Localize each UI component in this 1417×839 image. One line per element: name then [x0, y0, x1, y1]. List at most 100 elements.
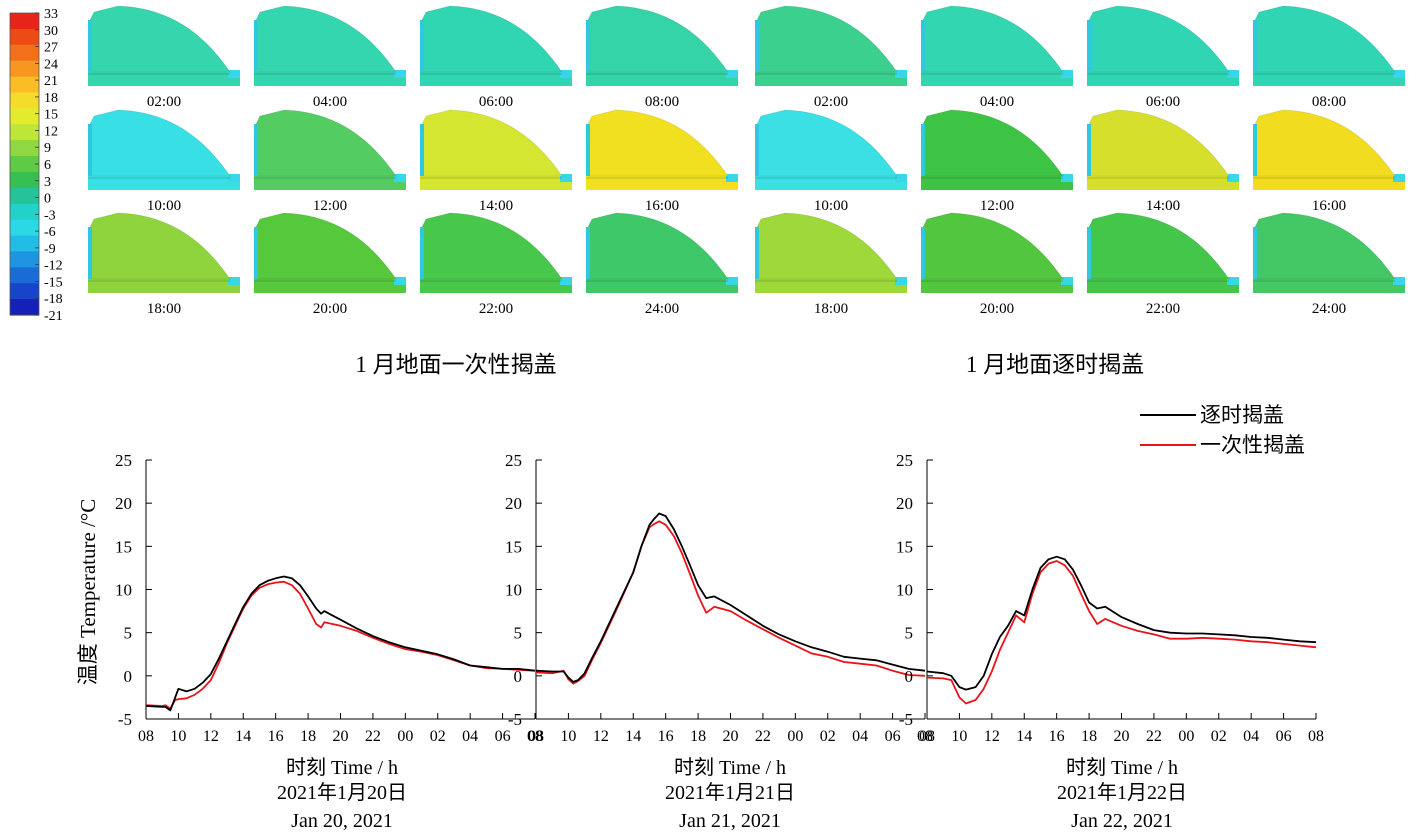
wall-edge	[921, 227, 925, 279]
colorbar-swatch	[10, 60, 39, 78]
snapshot-panel: 14:00	[419, 109, 572, 214]
y-tick-label: 20	[896, 494, 913, 513]
side-edge	[1393, 70, 1405, 78]
x-tick-label: 22	[755, 728, 771, 745]
snapshot-time-label: 22:00	[1146, 301, 1180, 317]
x-tick-label: 02	[430, 728, 446, 745]
ground-strip	[88, 174, 240, 190]
snapshot-time-label: 18:00	[147, 301, 181, 317]
x-tick-label: 02	[820, 728, 836, 745]
snapshot-panel: 14:00	[1086, 109, 1239, 214]
ground-strip	[586, 174, 738, 190]
side-edge	[726, 174, 738, 182]
greenhouse-section	[754, 5, 898, 73]
ground-strip	[88, 70, 240, 86]
colorbar-swatch	[10, 203, 39, 221]
x-tick-label: 08	[919, 728, 935, 745]
side-edge	[228, 174, 240, 182]
ground-strip	[1087, 174, 1239, 190]
snapshot-panel: 20:00	[253, 212, 406, 317]
x-tick-label: 12	[203, 728, 219, 745]
ground-strip	[88, 277, 240, 293]
colorbar-tick-label: 18	[44, 91, 58, 106]
greenhouse-section	[1086, 212, 1230, 280]
ground-strip	[254, 174, 406, 190]
x-tick-label: 06	[495, 728, 511, 745]
x-tick-label: 08	[527, 728, 543, 745]
snapshot-panel: 22:00	[1086, 212, 1239, 317]
greenhouse-section	[87, 212, 231, 280]
greenhouse-section	[754, 109, 898, 177]
x-tick-label: 10	[560, 728, 576, 745]
date-en-0: Jan 20, 2021	[291, 810, 393, 832]
wall-edge	[88, 124, 92, 176]
y-tick-label: 25	[505, 451, 522, 470]
colorbar-swatch	[10, 92, 39, 109]
side-edge	[726, 277, 738, 285]
x-tick-label: 00	[787, 728, 803, 745]
wall-edge	[254, 227, 258, 279]
greenhouse-section	[1086, 5, 1230, 73]
colorbar-tick-label: 30	[44, 24, 58, 39]
side-edge	[895, 277, 907, 285]
snapshot-time-label: 06:00	[1146, 94, 1180, 110]
ground-strip	[921, 174, 1073, 190]
snapshot-time-label: 06:00	[479, 94, 513, 110]
wall-edge	[1087, 227, 1091, 279]
greenhouse-section	[1252, 109, 1396, 177]
colorbar-tick-label: -9	[44, 242, 56, 257]
ground-strip	[1087, 70, 1239, 86]
x-tick-label: 08	[917, 728, 933, 745]
ground-strip	[420, 277, 572, 293]
ground-strip	[755, 174, 907, 190]
greenhouse-section	[585, 212, 729, 280]
snapshot-panel: 24:00	[585, 212, 738, 317]
side-edge	[228, 277, 240, 285]
wall-edge	[586, 227, 590, 279]
colorbar-swatch	[10, 187, 39, 205]
snapshot-panel: 04:00	[920, 5, 1073, 110]
chart-panel: -5 0 5 10 15 20 25 08 10 12 14 16 18 20 22 00 02 04 06 08	[896, 451, 1324, 745]
snapshot-panel: 18:00	[87, 212, 240, 317]
greenhouse-section	[253, 212, 397, 280]
colorbar-tick-label: -6	[44, 225, 56, 240]
ground-strip	[254, 277, 406, 293]
y-tick-label: 25	[896, 451, 913, 470]
snapshot-time-label: 16:00	[1312, 198, 1346, 214]
greenhouse-section	[1252, 5, 1396, 73]
colorbar-tick-label: -3	[44, 208, 56, 223]
snapshot-time-label: 14:00	[1146, 198, 1180, 214]
colorbar-swatch	[10, 44, 39, 62]
y-tick-label: -5	[118, 710, 132, 729]
snapshot-panel: 16:00	[1252, 109, 1405, 214]
snapshot-panel: 10:00	[754, 109, 907, 214]
snapshot-time-label: 20:00	[313, 301, 347, 317]
wall-edge	[921, 20, 925, 72]
x-tick-label: 04	[462, 728, 478, 745]
snapshot-panel: 16:00	[585, 109, 738, 214]
colorbar-swatch	[10, 219, 39, 237]
x-tick-label: 00	[1178, 728, 1194, 745]
side-edge	[560, 174, 572, 182]
legend: 逐时揭盖 一次性揭盖	[1140, 403, 1305, 457]
snapshot-time-label: 08:00	[645, 94, 679, 110]
colorbar-tick-label: 9	[44, 141, 51, 156]
snapshot-panel: 10:00	[87, 109, 240, 214]
greenhouse-section	[87, 5, 231, 73]
x-tick-label: 20	[333, 728, 349, 745]
x-tick-label: 18	[690, 728, 706, 745]
y-tick-label: -5	[508, 710, 522, 729]
snapshot-time-label: 22:00	[479, 301, 513, 317]
legend-label-1: 一次性揭盖	[1200, 433, 1305, 457]
colorbar-swatch	[10, 124, 39, 141]
colorbar-swatch	[10, 13, 39, 30]
colorbar-swatch	[10, 108, 39, 125]
greenhouse-section	[754, 212, 898, 280]
colorbar-tick-label: -21	[44, 309, 63, 324]
side-edge	[394, 70, 406, 78]
colorbar-tick-label: 6	[44, 158, 51, 173]
y-tick-label: 5	[124, 624, 133, 643]
